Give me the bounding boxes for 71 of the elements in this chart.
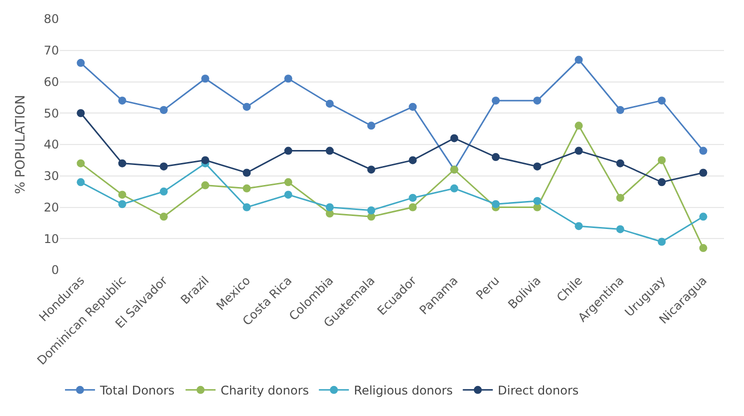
point: [699, 212, 708, 221]
point: [160, 188, 168, 196]
point: [201, 181, 210, 190]
point: [574, 122, 583, 130]
y-tick-label: 70: [44, 44, 59, 58]
point: [699, 168, 708, 177]
legend-label: Total Donors: [99, 384, 175, 398]
point: [160, 106, 168, 114]
legend-label: Religious donors: [354, 384, 453, 398]
point: [76, 159, 85, 168]
point: [242, 203, 251, 212]
point: [242, 184, 251, 192]
point: [284, 178, 292, 186]
point: [201, 156, 210, 164]
point: [533, 162, 542, 170]
point: [201, 74, 210, 83]
point: [118, 190, 126, 199]
point: [76, 178, 85, 186]
point: [408, 203, 417, 212]
point: [616, 159, 624, 168]
point: [492, 153, 500, 162]
point: [326, 203, 334, 212]
point: [284, 146, 292, 155]
point: [658, 178, 666, 186]
point: [408, 194, 417, 202]
legend-label: Direct donors: [498, 384, 579, 398]
point: [118, 200, 126, 208]
point: [326, 100, 334, 108]
point: [326, 146, 334, 155]
point: [699, 146, 708, 155]
point: [408, 102, 417, 111]
point: [242, 102, 251, 111]
point: [160, 212, 168, 221]
point: [76, 58, 85, 67]
y-tick-label: 50: [44, 106, 59, 120]
point: [242, 168, 251, 177]
point: [658, 156, 666, 164]
y-axis-title: % POPULATION: [14, 94, 29, 194]
point: [616, 225, 624, 234]
point: [367, 166, 376, 174]
point: [699, 244, 708, 252]
point: [367, 122, 376, 130]
point: [658, 96, 666, 105]
y-tick-label: 0: [51, 263, 59, 278]
point: [574, 56, 583, 64]
point: [118, 159, 126, 168]
y-tick-label: 20: [44, 200, 59, 214]
point: [533, 96, 542, 105]
point: [284, 74, 292, 83]
point: [450, 134, 458, 142]
y-tick-label: 30: [44, 169, 59, 184]
y-tick-label: 10: [44, 232, 59, 246]
point: [658, 238, 666, 246]
point: [450, 184, 458, 192]
point: [574, 222, 583, 230]
point: [367, 206, 376, 214]
point: [492, 200, 500, 208]
point: [76, 109, 85, 118]
point: [284, 190, 292, 199]
point: [533, 196, 542, 205]
point: [160, 162, 168, 170]
point: [616, 194, 624, 202]
point: [574, 146, 583, 155]
point: [616, 106, 624, 114]
y-tick-label: 60: [44, 74, 59, 89]
point: [408, 156, 417, 164]
legend-label: Charity donors: [220, 384, 309, 398]
y-tick-label: 80: [44, 12, 59, 26]
point: [118, 96, 126, 105]
y-tick-label: 40: [44, 138, 59, 152]
point: [492, 96, 500, 105]
